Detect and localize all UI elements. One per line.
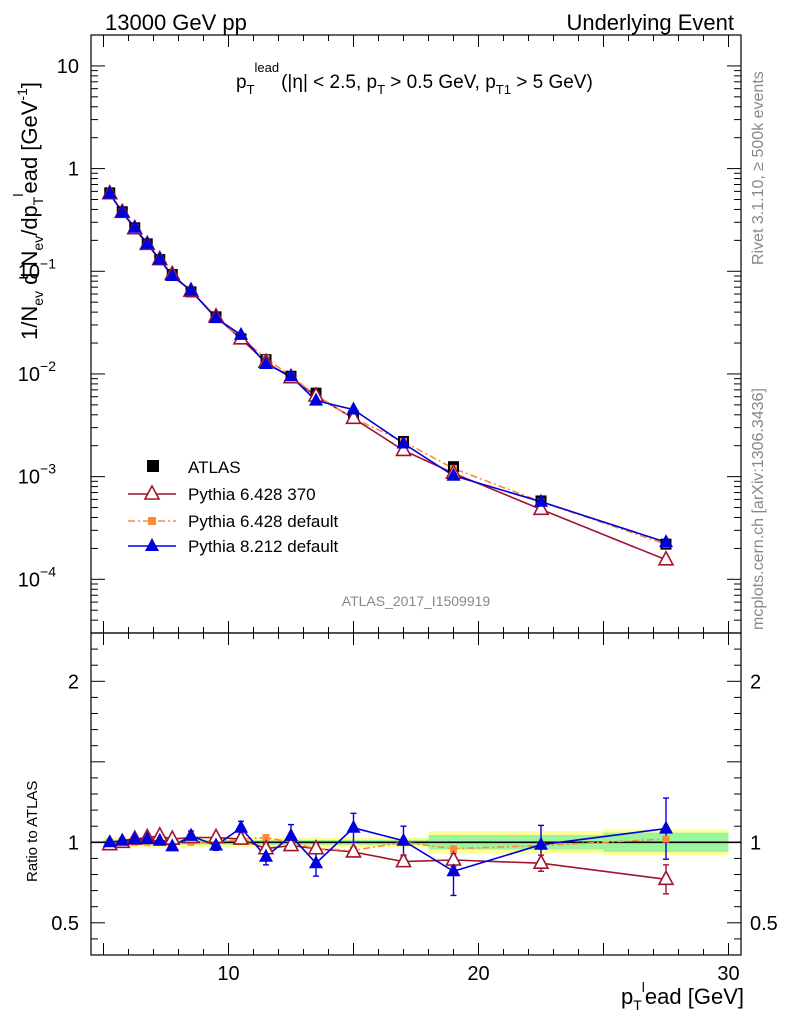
- x-axis-label: pTlead [GeV]: [621, 979, 744, 1013]
- main-plot-series: [101, 183, 675, 566]
- p8-point: [115, 204, 130, 218]
- p8-ratio-point: [534, 836, 548, 850]
- legend-p8-marker: [145, 538, 159, 551]
- legend-p6-370-marker: [143, 484, 161, 500]
- p8-point: [534, 493, 548, 507]
- p8-point: [234, 326, 248, 340]
- p6-default-ratio-point: [450, 845, 457, 853]
- p8-point: [396, 435, 411, 449]
- mcplots-label: mcplots.cern.ch [arXiv:1306.3436]: [750, 388, 767, 630]
- p8-ratio-point: [165, 838, 180, 852]
- plot-title-rest3: > 5 GeV): [511, 72, 593, 93]
- p6-default-ratio-point: [262, 833, 270, 841]
- plot-title-sup: lead: [255, 60, 280, 75]
- x-tick-label: 10: [217, 963, 239, 985]
- plot-title-sub: T: [247, 82, 255, 97]
- p8-ratio-point: [659, 820, 673, 834]
- plot-title-rest2-sub: T1: [496, 82, 511, 97]
- plot-title: pTlead(|η| < 2.5, pT > 0.5 GeV, pT1 > 5 …: [236, 60, 593, 97]
- y-axis-label-main: 1/Nev d Nev/dpTlead [GeV-1]: [10, 82, 46, 340]
- p8-ratio-point: [259, 848, 273, 862]
- x-tick-label: 30: [717, 963, 739, 985]
- rivet-label: Rivet 3.1.10, ≥ 500k events: [750, 71, 767, 265]
- p8-point: [209, 310, 223, 324]
- legend-atlas-label: ATLAS: [188, 458, 241, 477]
- p8-point: [165, 267, 180, 281]
- series-line-main: [109, 193, 667, 561]
- p8-point: [102, 185, 117, 199]
- p6-370-ratio-point: [232, 829, 250, 845]
- p8-ratio-point: [115, 832, 130, 846]
- analysis-watermark: ATLAS_2017_I1509919: [342, 593, 491, 609]
- y-axis-label-ratio: Ratio to ATLAS: [24, 781, 41, 882]
- p6-370-point: [345, 408, 362, 425]
- p8-point: [127, 219, 142, 233]
- p6-370-ratio-point: [345, 842, 362, 858]
- p6-370-point: [532, 499, 550, 516]
- axes: 10 20 30 10 1 10−1 10−2 10−3 10−4 0.5 0.5 1 1 2 2: [18, 34, 778, 985]
- p8-point: [659, 534, 673, 548]
- p8-ratio-point: [184, 827, 198, 841]
- p6-370-ratio-point: [307, 839, 325, 855]
- legend-p6-370-label: Pythia 6.428 370: [188, 485, 316, 504]
- p8-ratio-point: [152, 832, 167, 846]
- p8-ratio-point: [446, 863, 461, 877]
- y-tick-label-ratio: 2: [68, 671, 79, 693]
- y-tick-label-main: 10: [57, 56, 79, 78]
- y-tick-label-main: 10−2: [18, 358, 56, 386]
- p8-point: [152, 251, 167, 265]
- p6-default-ratio-point: [662, 835, 670, 843]
- legend-p6-default-label: Pythia 6.428 default: [188, 512, 339, 531]
- p8-ratio-point: [234, 819, 248, 833]
- p6-370-ratio-point: [657, 869, 675, 886]
- p8-point: [259, 355, 273, 369]
- legend-atlas-marker: [147, 460, 159, 472]
- y-tick-label-ratio-right: 0.5: [750, 913, 778, 935]
- p8-ratio-point: [127, 831, 142, 845]
- y-tick-label-main: 10−1: [18, 255, 56, 283]
- ratio-plot-frame: [90, 632, 742, 956]
- legend-p8-label: Pythia 8.212 default: [188, 537, 339, 556]
- y-tick-label-ratio: 1: [68, 832, 79, 854]
- p8-ratio-point: [102, 834, 117, 848]
- y-tick-label-ratio-right: 1: [750, 832, 761, 854]
- p8-point: [446, 467, 461, 481]
- header-left: 13000 GeV pp: [105, 10, 247, 35]
- p8-ratio-point: [209, 837, 223, 851]
- plot-title-rest-sub: T: [377, 82, 385, 97]
- plot-title-main: p: [236, 72, 247, 93]
- p8-point: [309, 392, 323, 406]
- legend-p6-default-marker: [148, 517, 156, 525]
- y-tick-label-main: 1: [68, 159, 79, 181]
- plot-title-rest: (|η| < 2.5, p: [281, 72, 377, 93]
- p6-370-ratio-point: [395, 851, 412, 868]
- p8-ratio-point: [346, 819, 361, 833]
- p6-370-ratio-point: [282, 835, 300, 852]
- p8-point: [346, 401, 361, 415]
- header-right: Underlying Event: [566, 10, 734, 35]
- p6-370-ratio-point: [445, 850, 462, 866]
- p6-370-point: [657, 550, 675, 566]
- p8-ratio-point: [309, 855, 323, 869]
- p6-370-point: [395, 440, 412, 457]
- p6-370-ratio-point: [532, 853, 550, 870]
- p8-point: [184, 282, 198, 296]
- ratio-plot-series: [101, 797, 675, 897]
- y-tick-label-main: 10−4: [18, 563, 56, 591]
- p8-point: [140, 235, 155, 249]
- p8-ratio-point: [396, 832, 411, 846]
- y-tick-label-ratio: 0.5: [51, 913, 79, 935]
- plot-title-rest2: > 0.5 GeV, p: [385, 72, 496, 93]
- p8-ratio-point: [284, 827, 298, 841]
- x-tick-label: 20: [467, 963, 489, 985]
- legend: ATLAS Pythia 6.428 370 Pythia 6.428 defa…: [128, 458, 339, 556]
- y-tick-label-main: 10−3: [18, 461, 56, 489]
- p8-ratio-point: [140, 831, 155, 845]
- y-tick-label-ratio-right: 2: [750, 671, 761, 693]
- p8-point: [284, 368, 298, 382]
